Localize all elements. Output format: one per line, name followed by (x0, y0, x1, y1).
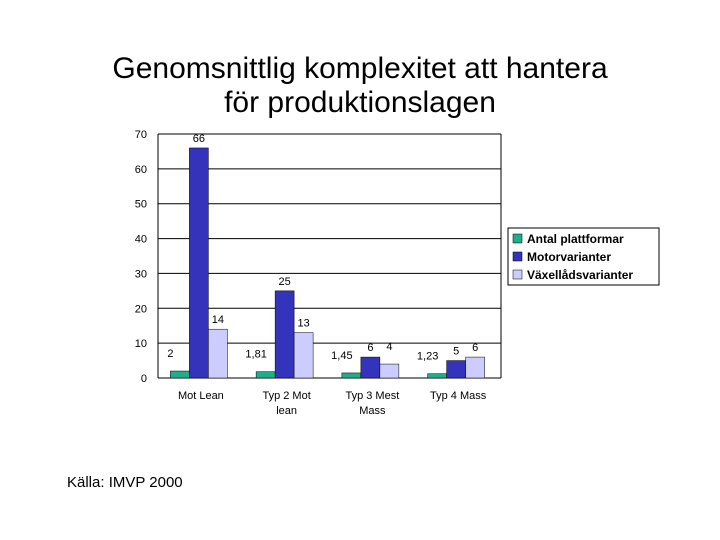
data-label: 13 (298, 318, 310, 330)
bar (293, 332, 314, 379)
bar (446, 360, 466, 379)
y-tick-label: 60 (135, 164, 147, 176)
category-label: Typ 2 Mot (262, 390, 310, 402)
title-line-2: för produktionslagen (224, 86, 496, 119)
legend-label: Växellådsvarianter (527, 268, 633, 282)
slide-title: Genomsnittlig komplexitet att hantera fö… (60, 52, 660, 120)
bar (255, 371, 276, 379)
legend-swatch (512, 251, 523, 262)
y-tick-label: 0 (141, 373, 147, 385)
y-tick-label: 40 (135, 234, 147, 246)
category-label: lean (276, 405, 297, 417)
bar (274, 290, 295, 379)
data-label: 1,45 (331, 350, 352, 362)
bar (170, 370, 190, 379)
data-label: 14 (212, 314, 224, 326)
bar (379, 363, 400, 379)
y-tick-label: 50 (135, 199, 147, 211)
y-tick-label: 30 (135, 268, 147, 280)
data-label: 6 (367, 342, 373, 354)
data-label: 1,81 (245, 349, 266, 361)
bar (465, 356, 485, 379)
bar (189, 147, 209, 379)
category-label: Mot Lean (178, 390, 224, 402)
category-label: Typ 3 Mest (345, 390, 399, 402)
y-tick-label: 10 (135, 338, 147, 350)
category-label: Typ 4 Mass (430, 390, 487, 402)
data-label: 2 (167, 348, 173, 360)
legend-label: Antal plattformar (527, 232, 624, 246)
data-label: 25 (279, 276, 291, 288)
title-line-1: Genomsnittlig komplexitet att hantera (112, 52, 608, 85)
bar (360, 356, 381, 379)
category-label: Mass (359, 405, 386, 417)
bar (208, 328, 228, 379)
bar (427, 373, 447, 379)
y-tick-label: 70 (135, 129, 147, 141)
legend-label: Motorvarianter (527, 250, 611, 264)
y-tick-label: 20 (135, 303, 147, 315)
data-label: 5 (453, 346, 459, 358)
legend-swatch (512, 269, 523, 280)
bar (341, 372, 362, 379)
legend-box (507, 227, 660, 286)
data-label: 66 (193, 133, 205, 145)
data-label: 1,23 (417, 351, 438, 363)
source-note: Källa: IMVP 2000 (67, 474, 183, 491)
data-label: 6 (472, 342, 478, 354)
data-label: 4 (386, 341, 392, 353)
legend-swatch (512, 233, 523, 244)
